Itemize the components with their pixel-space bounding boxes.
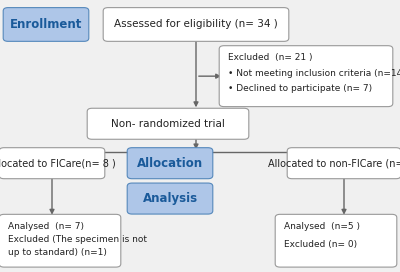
Text: Analysed  (n=5 ): Analysed (n=5 ): [284, 222, 360, 231]
Text: Analysis: Analysis: [142, 192, 198, 205]
FancyBboxPatch shape: [0, 148, 105, 179]
FancyBboxPatch shape: [287, 148, 400, 179]
FancyBboxPatch shape: [0, 214, 121, 267]
FancyBboxPatch shape: [219, 46, 393, 107]
Text: Non- randomized trial: Non- randomized trial: [111, 119, 225, 129]
Text: up to standard) (n=1): up to standard) (n=1): [8, 248, 107, 257]
Text: Allocated to non-FICare (n=5  ): Allocated to non-FICare (n=5 ): [268, 158, 400, 168]
FancyBboxPatch shape: [275, 214, 397, 267]
FancyBboxPatch shape: [87, 108, 249, 139]
FancyBboxPatch shape: [127, 183, 213, 214]
Text: Assessed for eligibility (n= 34 ): Assessed for eligibility (n= 34 ): [114, 20, 278, 29]
Text: Allocation: Allocation: [137, 157, 203, 170]
FancyBboxPatch shape: [103, 8, 289, 41]
FancyBboxPatch shape: [127, 148, 213, 179]
Text: • Declined to participate (n= 7): • Declined to participate (n= 7): [228, 84, 372, 93]
Text: Excluded (The specimen is not: Excluded (The specimen is not: [8, 235, 147, 244]
Text: Analysed  (n= 7): Analysed (n= 7): [8, 222, 84, 231]
Text: Excluded  (n= 21 ): Excluded (n= 21 ): [228, 53, 312, 62]
FancyBboxPatch shape: [3, 8, 89, 41]
Text: • Not meeting inclusion criteria (n=14 ): • Not meeting inclusion criteria (n=14 ): [228, 69, 400, 78]
Text: Excluded (n= 0): Excluded (n= 0): [284, 240, 357, 249]
Text: Allocated to FICare(n= 8 ): Allocated to FICare(n= 8 ): [0, 158, 115, 168]
Text: Enrollment: Enrollment: [10, 18, 82, 31]
